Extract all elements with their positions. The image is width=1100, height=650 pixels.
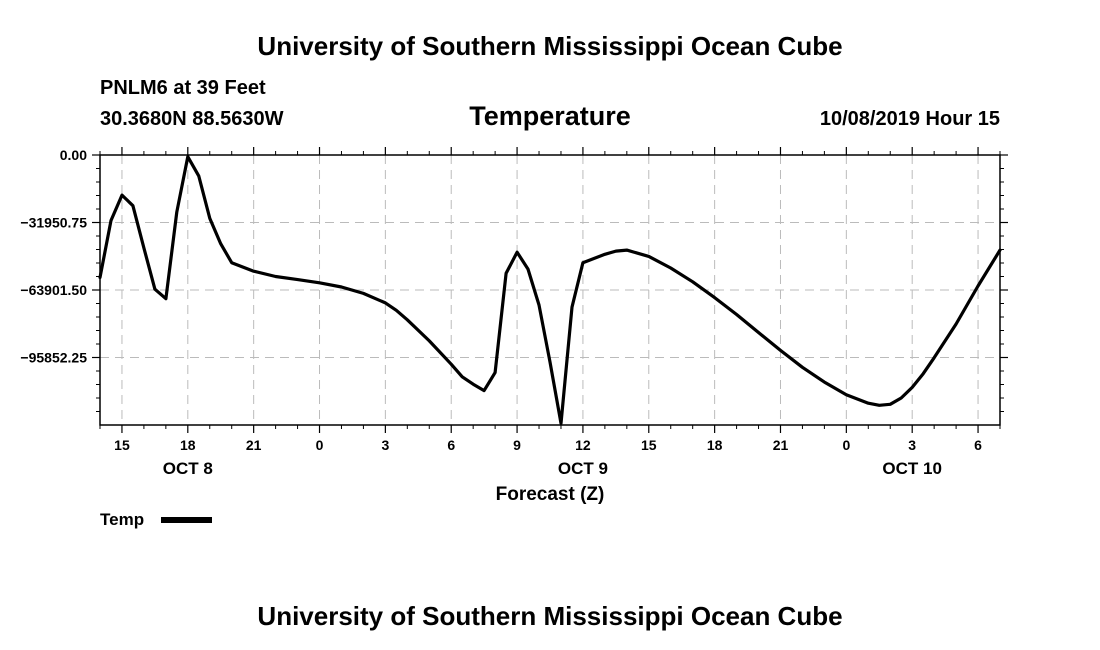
x-tick-label: 15 bbox=[114, 437, 130, 453]
x-date-label: OCT 8 bbox=[163, 459, 213, 478]
plot-frame bbox=[99, 154, 1001, 426]
chart-title: Temperature bbox=[469, 101, 631, 131]
x-tick-label: 21 bbox=[773, 437, 789, 453]
tick-labels: 0.00 −31950.75 −63901.50 −95852.25 15 18 21 0 3 6… bbox=[20, 147, 982, 478]
y-tick-label: −31950.75 bbox=[20, 215, 87, 231]
x-tick-label: 12 bbox=[575, 437, 591, 453]
legend-label: Temp bbox=[100, 510, 144, 529]
x-tick-label: 0 bbox=[842, 437, 850, 453]
series-layer bbox=[98, 155, 1002, 425]
x-tick-label: 3 bbox=[908, 437, 916, 453]
y-tick-label: −63901.50 bbox=[20, 282, 87, 298]
x-tick-label: 15 bbox=[641, 437, 657, 453]
x-tick-label: 9 bbox=[513, 437, 521, 453]
station-label: PNLM6 at 39 Feet bbox=[100, 77, 266, 99]
x-date-label: OCT 9 bbox=[558, 459, 608, 478]
series-line-temp bbox=[98, 155, 1002, 425]
x-date-label: OCT 10 bbox=[882, 459, 942, 478]
x-tick-label: 18 bbox=[180, 437, 196, 453]
x-tick-label: 3 bbox=[381, 437, 389, 453]
x-tick-label: 6 bbox=[447, 437, 455, 453]
coords-label: 30.3680N 88.5630W bbox=[100, 108, 284, 130]
bottom-title: University of Southern Mississippi Ocean… bbox=[257, 601, 842, 631]
x-tick-label: 18 bbox=[707, 437, 723, 453]
x-tick-label: 6 bbox=[974, 437, 982, 453]
x-tick-label: 0 bbox=[316, 437, 324, 453]
y-tick-label: −95852.25 bbox=[20, 350, 87, 366]
x-tick-label: 21 bbox=[246, 437, 262, 453]
grid-lines bbox=[100, 154, 1000, 425]
datetime-label: 10/08/2019 Hour 15 bbox=[820, 108, 1000, 130]
x-axis-label: Forecast (Z) bbox=[496, 484, 605, 505]
y-tick-label: 0.00 bbox=[60, 147, 87, 163]
top-title: University of Southern Mississippi Ocean… bbox=[257, 31, 842, 61]
